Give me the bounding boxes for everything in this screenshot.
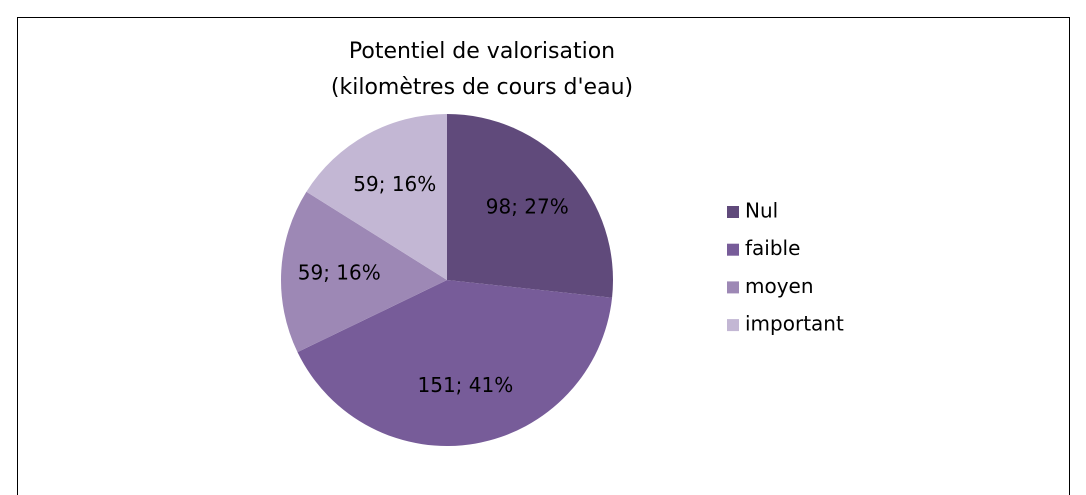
legend-swatch (727, 281, 739, 294)
legend-label: Nul (745, 199, 778, 223)
legend-label: faible (745, 236, 800, 260)
legend-swatch (727, 206, 739, 218)
data-label: 59; 16% (353, 172, 436, 196)
pie-slice (280, 191, 447, 353)
data-label: 59; 16% (298, 260, 381, 284)
chart-title: Potentiel de valorisation (349, 39, 615, 64)
data-label: 151; 41% (418, 373, 514, 397)
data-label: 98; 27% (486, 194, 569, 218)
legend-label: moyen (745, 274, 814, 298)
legend-swatch (727, 319, 739, 332)
pie-slice (447, 114, 614, 298)
pie-slice (297, 280, 613, 446)
chart-title: (kilomètres de cours d'eau) (331, 75, 633, 100)
pie-slice (306, 113, 447, 280)
legend-swatch (727, 243, 739, 256)
legend-label: important (745, 312, 844, 336)
